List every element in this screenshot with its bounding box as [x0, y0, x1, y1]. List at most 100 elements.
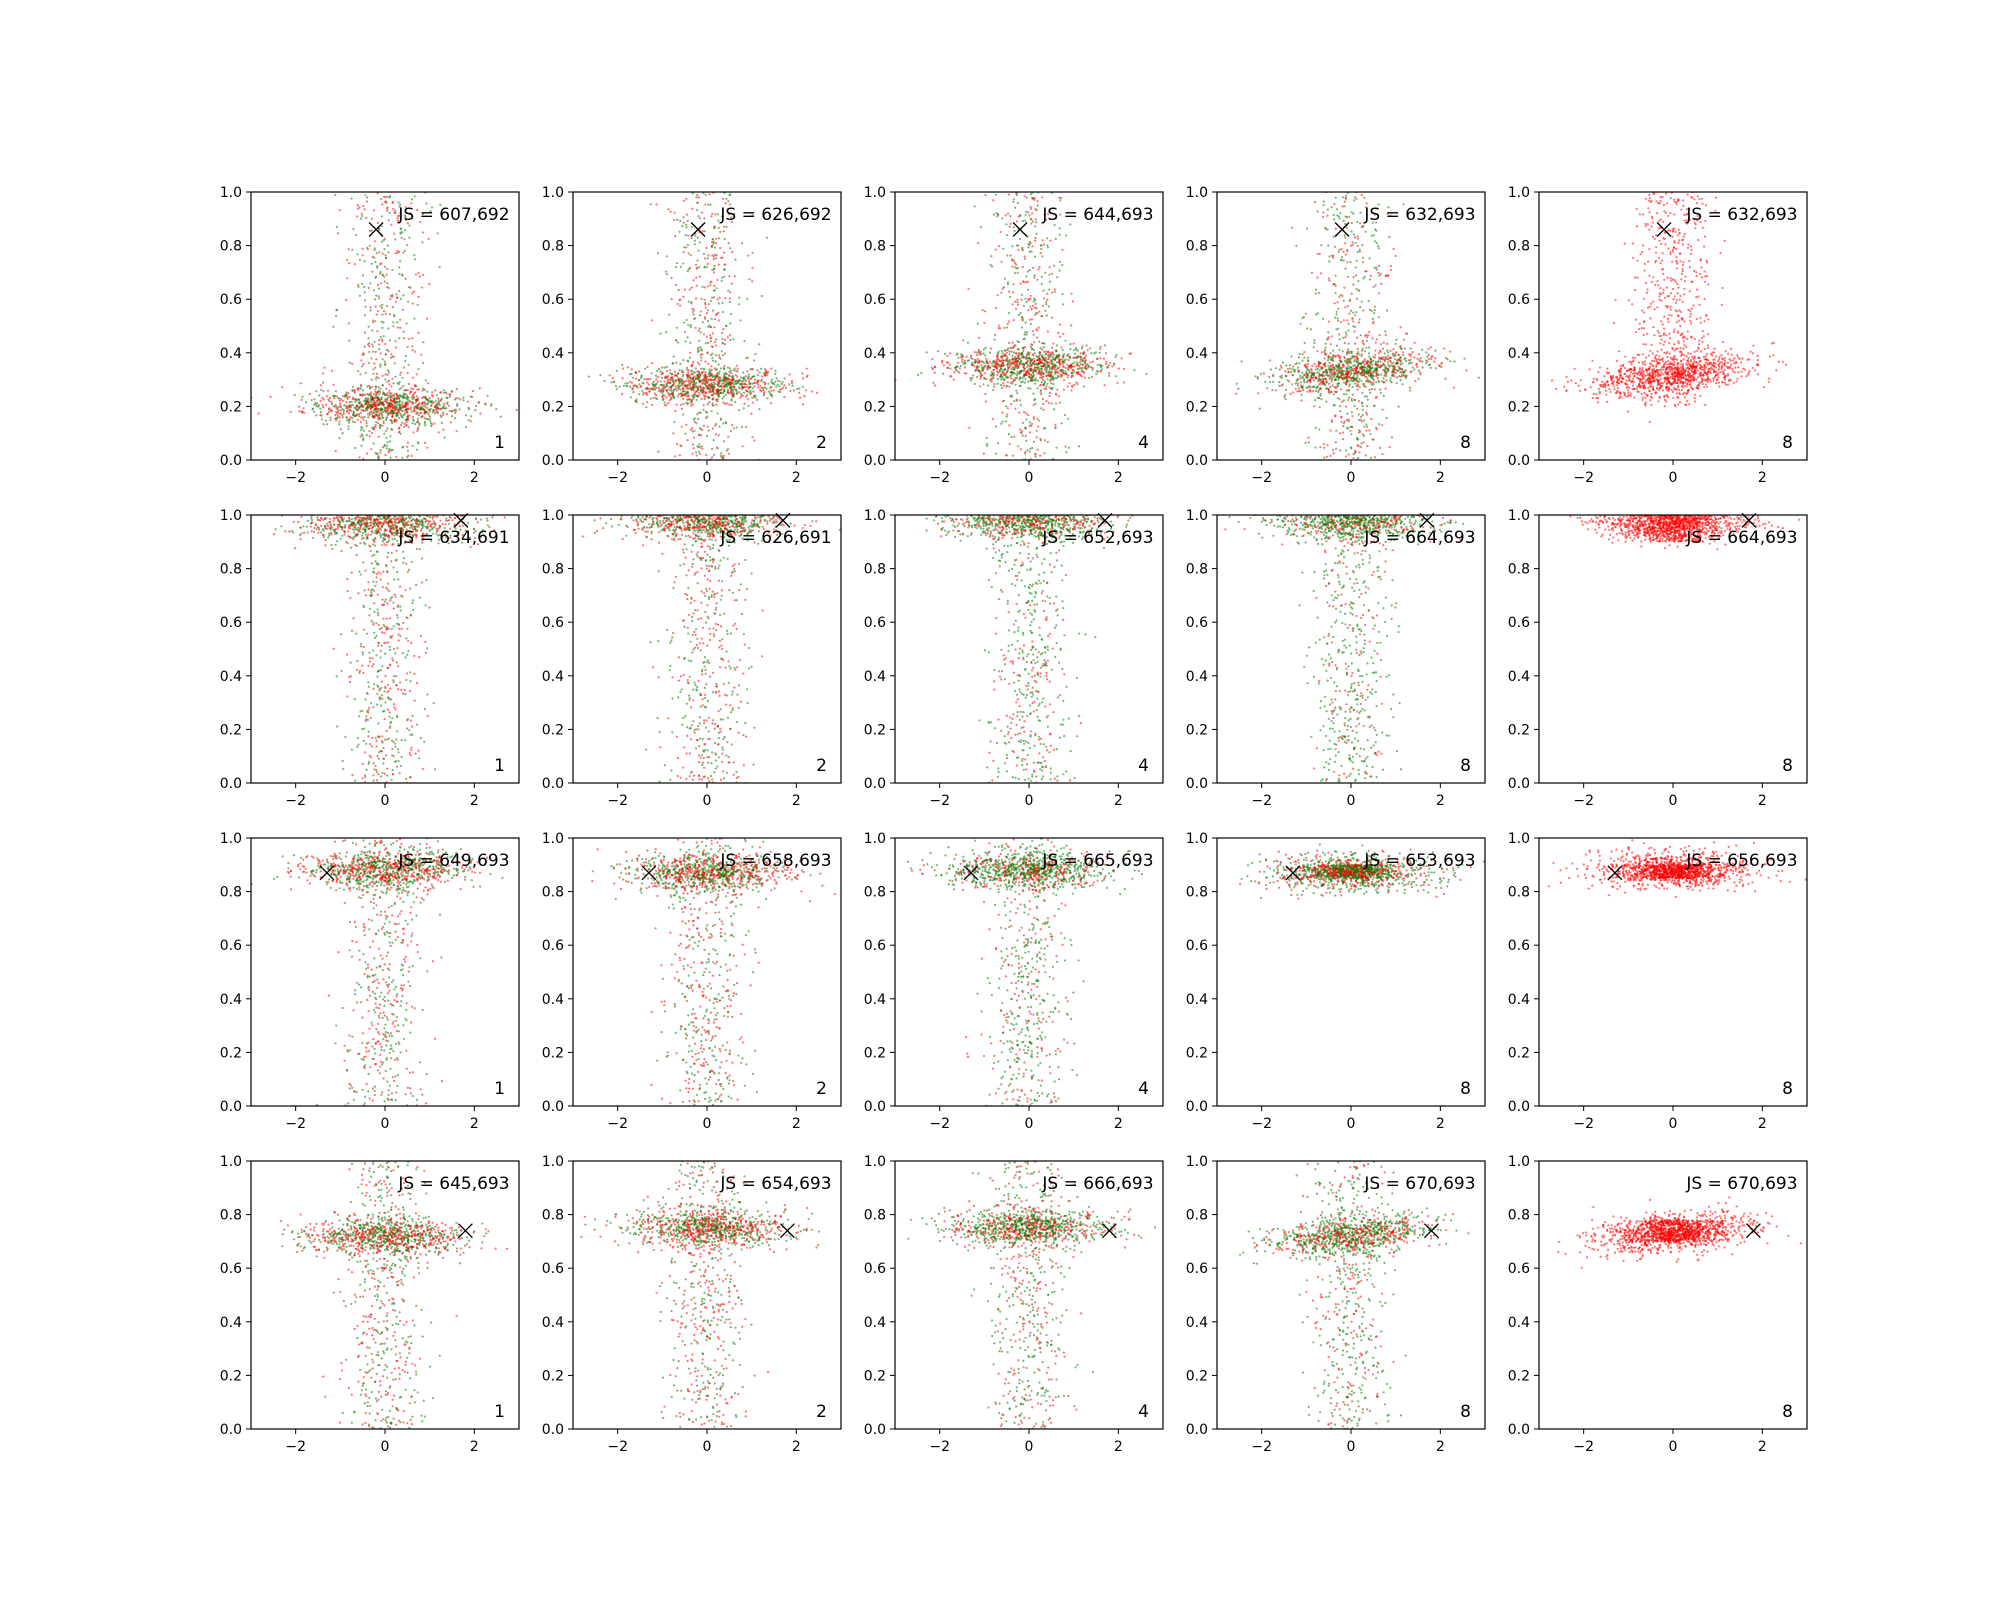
green-point: [672, 396, 675, 399]
red-point: [718, 356, 721, 359]
red-point: [711, 241, 714, 244]
green-point: [722, 225, 726, 228]
green-point: [1056, 374, 1059, 377]
red-point: [1060, 346, 1063, 349]
red-point: [381, 252, 384, 255]
red-point: [688, 288, 691, 291]
green-point: [398, 337, 401, 340]
red-point: [390, 385, 393, 388]
green-point: [1064, 370, 1067, 373]
red-point: [379, 263, 382, 266]
red-point: [409, 408, 412, 411]
green-point: [770, 378, 774, 381]
red-point: [1341, 378, 1344, 381]
green-point: [1039, 346, 1042, 350]
red-point: [700, 297, 703, 300]
red-point: [397, 214, 400, 217]
green-point: [1005, 363, 1009, 366]
red-point: [1051, 351, 1054, 354]
red-point: [1021, 429, 1024, 432]
green-point: [453, 417, 457, 420]
green-point: [1046, 366, 1049, 369]
green-point: [1318, 369, 1321, 372]
red-point: [711, 398, 714, 401]
green-point: [975, 351, 979, 354]
red-point: [337, 406, 340, 409]
red-point: [788, 373, 791, 376]
green-point: [775, 377, 778, 380]
red-point: [434, 389, 437, 392]
red-point: [1062, 388, 1065, 391]
red-point: [354, 406, 357, 409]
red-point: [737, 391, 740, 394]
green-point: [1007, 433, 1011, 436]
green-point: [776, 383, 779, 386]
green-point: [388, 394, 392, 397]
green-point: [380, 408, 383, 411]
red-point: [332, 383, 335, 386]
red-point: [371, 345, 375, 348]
green-point: [1328, 373, 1331, 376]
red-point: [666, 379, 670, 382]
red-point: [721, 331, 724, 334]
red-point: [714, 257, 718, 260]
green-point: [1314, 368, 1318, 371]
red-point: [713, 318, 717, 321]
red-point: [1284, 370, 1287, 373]
red-point: [397, 219, 400, 222]
green-point: [656, 252, 660, 255]
green-point: [1316, 396, 1319, 400]
red-point: [1372, 381, 1375, 384]
red-point: [425, 202, 428, 205]
green-point: [1322, 371, 1325, 374]
red-point: [750, 412, 753, 415]
green-point: [1040, 393, 1043, 396]
red-point: [656, 380, 659, 383]
red-point: [1034, 382, 1037, 385]
red-point: [711, 345, 714, 348]
green-point: [680, 377, 683, 381]
green-point: [1370, 376, 1373, 379]
green-point: [712, 359, 715, 362]
red-point: [741, 394, 745, 397]
red-point: [1064, 372, 1067, 375]
green-point: [1003, 349, 1007, 352]
green-point: [1015, 374, 1019, 377]
green-point: [324, 419, 327, 422]
red-point: [1040, 359, 1043, 362]
red-point: [388, 379, 391, 382]
red-point: [1386, 342, 1389, 345]
green-point: [728, 367, 732, 370]
red-point: [1052, 378, 1055, 381]
green-point: [982, 383, 985, 386]
green-point: [403, 214, 406, 217]
red-point: [375, 372, 378, 375]
red-point: [714, 433, 718, 436]
green-point: [462, 396, 465, 399]
green-point: [742, 371, 745, 374]
red-point: [1107, 364, 1110, 367]
red-point: [248, 420, 250, 422]
red-point: [647, 378, 650, 381]
green-point: [1337, 384, 1340, 388]
red-point: [676, 302, 679, 306]
red-point: [1047, 351, 1050, 354]
green-point: [676, 384, 679, 387]
green-point: [771, 382, 774, 385]
green-point: [1405, 359, 1408, 363]
green-point: [393, 313, 396, 317]
red-point: [1047, 354, 1050, 357]
red-point: [1039, 437, 1042, 440]
green-point: [423, 401, 426, 404]
red-point: [667, 208, 670, 211]
green-point: [1028, 240, 1032, 244]
red-point: [1006, 413, 1009, 416]
green-point: [402, 251, 405, 254]
green-point: [379, 418, 382, 421]
red-point: [379, 352, 382, 355]
red-point: [988, 360, 992, 363]
green-point: [354, 414, 357, 417]
green-point: [1036, 278, 1039, 281]
green-point: [1015, 193, 1019, 197]
red-point: [356, 418, 359, 421]
